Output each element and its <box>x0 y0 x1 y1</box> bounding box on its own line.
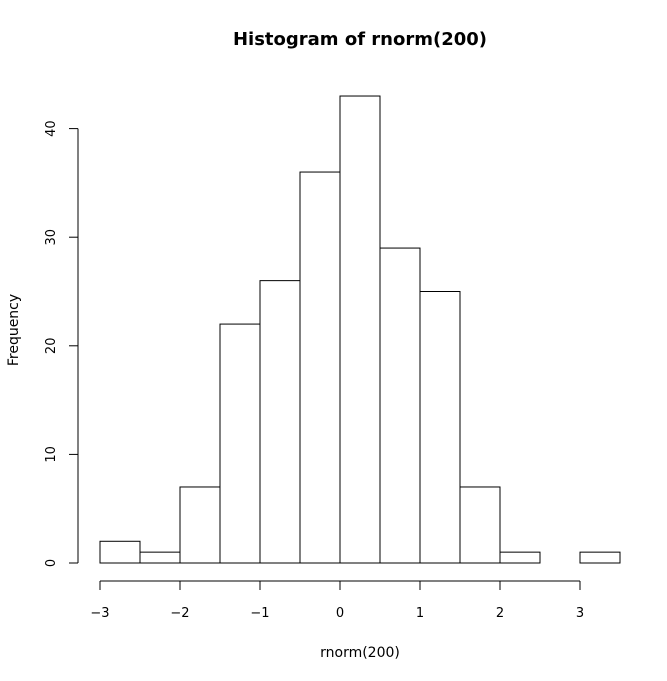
bars-group <box>99 95 621 564</box>
histogram-bar <box>99 540 141 564</box>
y-tick-label: 0 <box>44 559 59 567</box>
y-tick-label: 20 <box>44 338 59 355</box>
x-tick-label: −3 <box>90 606 109 621</box>
histogram-bar <box>339 95 381 564</box>
x-tick-label: −1 <box>250 606 269 621</box>
histogram-bar <box>379 247 421 564</box>
x-tick-label: −2 <box>170 606 189 621</box>
x-tick-label: 2 <box>496 606 504 621</box>
x-axis: −3 −2 −1 0 1 2 3 <box>90 580 584 621</box>
histogram-bar <box>259 280 301 564</box>
chart-title: Histogram of rnorm(200) <box>233 29 487 50</box>
histogram-bar <box>219 323 261 564</box>
x-tick-label: 3 <box>576 606 584 621</box>
x-tick-label: 1 <box>416 606 424 621</box>
y-tick-label: 10 <box>44 446 59 463</box>
histogram-bar <box>139 551 181 564</box>
histogram-bar <box>179 486 221 564</box>
y-tick-label: 30 <box>44 229 59 246</box>
histogram-bar <box>459 486 501 564</box>
x-axis-label: rnorm(200) <box>320 645 400 661</box>
y-axis-label: Frequency <box>6 294 22 366</box>
y-tick-label: 40 <box>44 120 59 137</box>
y-axis: 0 10 20 30 40 <box>44 120 79 567</box>
histogram-bar <box>499 551 541 564</box>
histogram-bar <box>299 171 341 564</box>
histogram-bar <box>419 291 461 564</box>
x-tick-label: 0 <box>336 606 344 621</box>
histogram-bar <box>579 551 621 564</box>
